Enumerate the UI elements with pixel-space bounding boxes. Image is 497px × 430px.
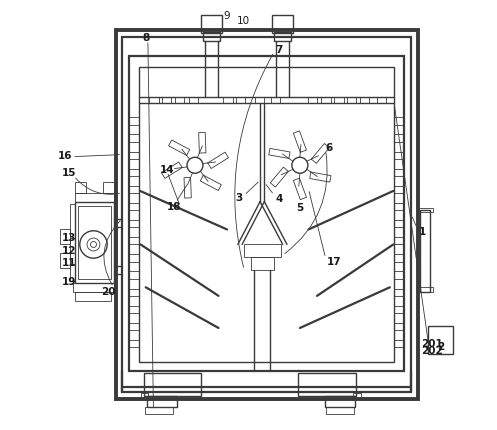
Text: 11: 11 (62, 258, 77, 268)
Bar (60, 253, 70, 268)
Bar (75, 293, 111, 301)
Bar (129, 152, 139, 160)
Text: 9: 9 (224, 10, 230, 21)
Bar (428, 326, 453, 354)
Bar (394, 323, 404, 330)
Bar (394, 255, 404, 262)
Bar (129, 57, 404, 371)
Text: 7: 7 (275, 45, 282, 55)
Bar (347, 98, 356, 104)
Bar (73, 283, 114, 293)
Bar (175, 98, 184, 104)
Text: 14: 14 (160, 164, 174, 174)
Bar (360, 98, 369, 104)
Text: 8: 8 (143, 33, 150, 43)
Bar (75, 194, 114, 202)
Bar (103, 183, 114, 194)
Bar (394, 203, 404, 211)
Bar (147, 396, 177, 407)
Text: 17: 17 (327, 256, 341, 266)
Text: 201: 201 (420, 338, 442, 348)
Text: 13: 13 (62, 232, 77, 242)
Bar (144, 373, 201, 396)
Text: 5: 5 (297, 203, 304, 213)
Bar (420, 211, 430, 292)
Bar (308, 98, 317, 104)
Bar (75, 202, 114, 283)
Bar (298, 373, 355, 396)
Bar (394, 340, 404, 347)
Bar (321, 98, 331, 104)
Bar (162, 98, 171, 104)
Bar (417, 288, 432, 292)
Bar (129, 169, 139, 177)
Bar (353, 393, 361, 398)
Bar (394, 135, 404, 142)
Bar (394, 186, 404, 194)
Bar (271, 98, 280, 104)
Bar (116, 31, 417, 399)
Text: 4: 4 (275, 194, 282, 204)
Text: 6: 6 (326, 143, 333, 153)
Bar (129, 221, 139, 228)
Bar (250, 258, 274, 270)
Bar (223, 98, 233, 104)
Bar (188, 98, 198, 104)
Bar (394, 169, 404, 177)
Text: 15: 15 (61, 167, 76, 177)
Bar (129, 255, 139, 262)
Bar (129, 323, 139, 330)
Text: 1: 1 (418, 226, 426, 236)
Bar (394, 152, 404, 160)
Bar (149, 98, 159, 104)
Bar (139, 68, 394, 362)
Bar (274, 33, 291, 42)
Bar (272, 16, 293, 34)
Bar (122, 38, 411, 392)
Bar (394, 272, 404, 279)
Bar (327, 407, 354, 415)
Bar (129, 203, 139, 211)
Text: 20: 20 (101, 286, 115, 296)
Bar (417, 209, 432, 213)
Bar (75, 183, 86, 194)
Text: 16: 16 (58, 151, 73, 161)
Text: 2: 2 (437, 341, 444, 352)
Bar (129, 118, 139, 125)
Text: 12: 12 (62, 245, 77, 255)
Bar (129, 289, 139, 296)
Bar (394, 306, 404, 313)
Bar (129, 306, 139, 313)
Text: 18: 18 (167, 202, 181, 212)
Bar (141, 393, 148, 398)
Bar (79, 206, 111, 279)
Text: 3: 3 (236, 193, 243, 203)
Bar (244, 245, 281, 258)
Bar (236, 98, 245, 104)
Bar (145, 407, 172, 415)
Bar (255, 98, 264, 104)
Bar (203, 33, 220, 42)
Text: 202: 202 (420, 345, 442, 356)
Bar (70, 204, 75, 281)
Bar (394, 238, 404, 245)
Bar (129, 186, 139, 194)
Bar (129, 238, 139, 245)
Bar (129, 340, 139, 347)
Bar (60, 230, 70, 245)
Bar (129, 135, 139, 142)
Bar (394, 118, 404, 125)
Text: 19: 19 (62, 276, 77, 286)
Bar (377, 98, 386, 104)
Bar (394, 289, 404, 296)
Bar (200, 16, 222, 34)
Bar (325, 396, 355, 407)
Text: 10: 10 (237, 15, 249, 26)
Bar (129, 272, 139, 279)
Bar (394, 221, 404, 228)
Bar (334, 98, 343, 104)
